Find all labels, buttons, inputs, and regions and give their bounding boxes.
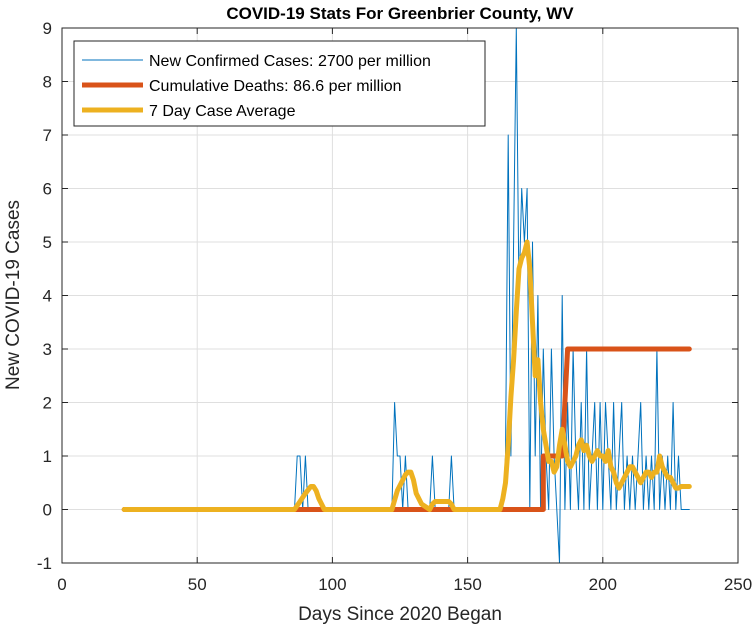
legend-label-cumulative-deaths: Cumulative Deaths: 86.6 per million	[149, 78, 402, 95]
y-tick-label: 1	[43, 447, 52, 466]
axis-ticks: 0 50 100 150 200 250 -1 0 1 2 3 4 5 6 7 8 9	[37, 19, 752, 594]
series-cumulative-deaths-line	[121, 346, 692, 512]
chart-title: COVID-19 Stats For Greenbrier County, WV	[226, 4, 574, 23]
y-tick-label: 9	[43, 19, 52, 38]
x-tick-label: 100	[318, 575, 346, 594]
x-tick-label: 200	[589, 575, 617, 594]
legend-label-new-cases: New Confirmed Cases: 2700 per million	[149, 53, 431, 70]
x-axis-label: Days Since 2020 Began	[298, 604, 502, 625]
y-tick-label: 2	[43, 394, 52, 413]
x-tick-label: 0	[57, 575, 66, 594]
y-tick-label: 4	[43, 287, 52, 306]
y-tick-label: 5	[43, 233, 52, 252]
legend-label-7-day-average: 7 Day Case Average	[149, 103, 296, 120]
x-tick-label: 150	[453, 575, 481, 594]
y-tick-label: -1	[37, 554, 52, 573]
series-layer	[121, 27, 692, 564]
y-axis-label: New COVID-19 Cases	[3, 200, 24, 390]
y-tick-label: 0	[43, 501, 52, 520]
y-tick-label: 3	[43, 340, 52, 359]
x-tick-label: 50	[188, 575, 207, 594]
x-tick-label: 250	[724, 575, 752, 594]
legend: New Confirmed Cases: 2700 per million Cu…	[73, 40, 486, 127]
y-tick-label: 7	[43, 126, 52, 145]
y-tick-label: 6	[43, 180, 52, 199]
y-tick-label: 8	[43, 73, 52, 92]
series-7-day-average-line	[121, 239, 692, 512]
